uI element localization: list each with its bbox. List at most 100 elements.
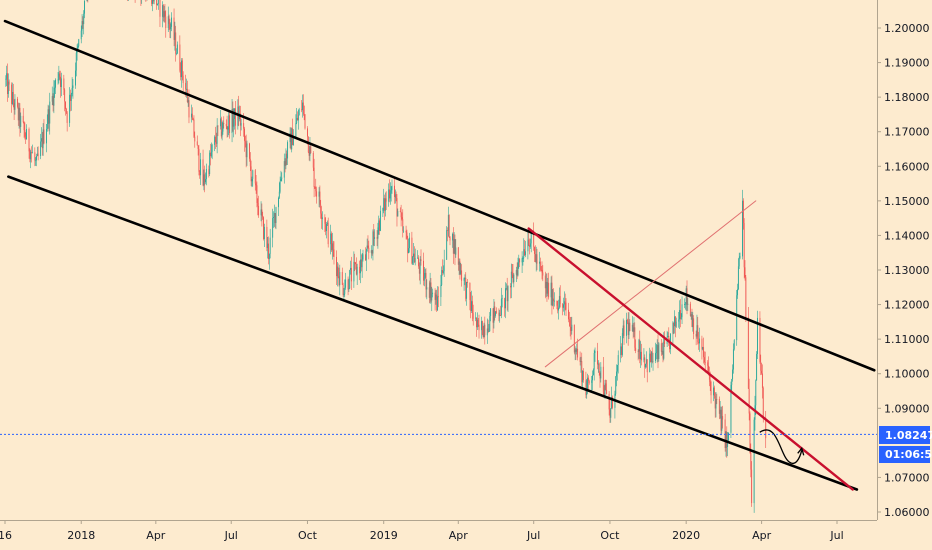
- candle: [211, 143, 213, 160]
- candle: [672, 321, 674, 344]
- last-price-badge: [879, 426, 930, 444]
- candle-body: [348, 288, 350, 290]
- y-tick-label: 1.17000: [884, 126, 930, 139]
- candle-body: [698, 342, 700, 344]
- candle-body: [239, 113, 241, 126]
- candle-body: [652, 360, 654, 362]
- candle: [41, 131, 43, 156]
- candle: [517, 257, 519, 277]
- candle-body: [604, 383, 606, 397]
- candle: [70, 92, 72, 111]
- candle-body: [684, 304, 685, 305]
- candle-body: [54, 87, 56, 89]
- candle: [562, 303, 564, 316]
- candle: [505, 282, 506, 319]
- candle: [738, 252, 740, 270]
- candle: [689, 301, 691, 317]
- candle: [354, 253, 356, 272]
- candle-body: [739, 256, 741, 258]
- x-tick-label: Oct: [298, 529, 318, 542]
- candle-body: [193, 119, 195, 137]
- candle: [36, 153, 37, 167]
- candle-body: [437, 296, 439, 298]
- candle: [660, 339, 662, 356]
- candle: [484, 316, 486, 345]
- candle: [18, 102, 20, 129]
- candle-body: [460, 270, 462, 274]
- candle-body: [581, 361, 583, 383]
- candle: [49, 92, 51, 135]
- candle-body: [668, 336, 670, 340]
- candle: [628, 312, 630, 339]
- candle-body: [678, 319, 680, 322]
- candle: [29, 148, 31, 163]
- candle-body: [216, 125, 218, 144]
- candle: [492, 308, 494, 334]
- candle: [244, 135, 246, 148]
- y-tick-label: 1.14000: [884, 229, 930, 242]
- candle: [75, 49, 77, 77]
- candle: [696, 314, 698, 339]
- candle-body: [175, 32, 177, 54]
- candle-body: [198, 148, 200, 172]
- candle: [633, 317, 635, 338]
- candle: [500, 287, 502, 319]
- red-trendline[interactable]: [527, 227, 854, 491]
- candle: [461, 264, 463, 287]
- candle-body: [483, 324, 485, 338]
- candle-body: [679, 310, 680, 320]
- candle: [708, 366, 710, 387]
- candle-body: [273, 217, 274, 219]
- candle: [621, 343, 622, 359]
- candle-body: [173, 17, 175, 40]
- candle-body: [411, 237, 413, 264]
- candle-body: [663, 338, 665, 359]
- candle: [273, 211, 274, 228]
- candle-body: [553, 300, 555, 302]
- candle-body: [568, 309, 569, 320]
- candle-body: [482, 334, 484, 338]
- candle: [406, 229, 408, 240]
- candle: [37, 146, 39, 161]
- candle-body: [321, 213, 323, 219]
- candle-body: [336, 266, 338, 277]
- channel-lower-line[interactable]: [7, 175, 859, 491]
- candle: [454, 234, 456, 266]
- candle: [181, 58, 183, 81]
- candle-body: [754, 405, 756, 420]
- candle: [355, 257, 357, 276]
- candle: [620, 335, 622, 363]
- candle-body: [169, 23, 171, 30]
- y-tick-label: 1.13000: [884, 264, 930, 277]
- candle-body: [667, 336, 669, 337]
- candle-body: [718, 399, 720, 414]
- candle-body: [432, 292, 434, 295]
- candle-body: [48, 109, 50, 124]
- price-axis[interactable]: 1.20000 1.19000 1.18000 1.17000 1.16000 1.150…: [877, 22, 930, 519]
- candle: [23, 121, 25, 138]
- candle: [140, 0, 142, 6]
- candle: [314, 186, 316, 189]
- candle: [744, 260, 746, 281]
- candle: [420, 249, 422, 266]
- time-axis[interactable]: 16 2018 Apr Jul Oct 2019 Apr Jul Oct 2020 Apr Jul: [0, 520, 844, 542]
- candle: [337, 263, 339, 279]
- candle-body: [171, 17, 173, 27]
- candle-body: [463, 278, 465, 281]
- candle: [152, 0, 154, 4]
- channel-upper-line[interactable]: [3, 19, 876, 372]
- candle: [324, 214, 326, 232]
- candle: [424, 268, 426, 279]
- candle: [279, 176, 281, 194]
- candle-body: [349, 269, 351, 289]
- candle-body: [368, 247, 370, 253]
- candle-body: [476, 319, 478, 328]
- candle: [594, 347, 596, 362]
- projection-arrow-path[interactable]: [759, 429, 803, 464]
- candle: [504, 297, 506, 317]
- candle-body: [617, 355, 619, 365]
- candle: [47, 104, 49, 129]
- candle: [163, 5, 165, 23]
- thin-trendline[interactable]: [544, 200, 757, 368]
- candle-body: [72, 85, 74, 89]
